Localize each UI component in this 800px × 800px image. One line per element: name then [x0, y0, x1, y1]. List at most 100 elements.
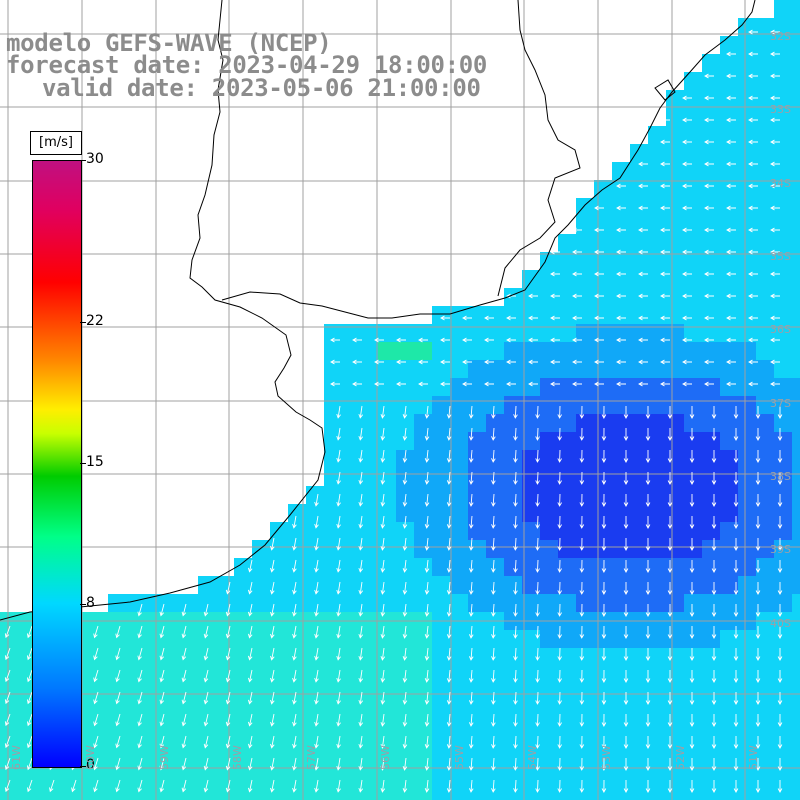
- wind-arrow: [468, 515, 474, 529]
- ocean-cell: [558, 756, 577, 775]
- ocean-cell: [720, 540, 739, 559]
- wind-arrow: [726, 381, 736, 387]
- ocean-cell: [540, 720, 559, 739]
- wind-arrow: [711, 516, 717, 529]
- ocean-cell: [792, 702, 800, 721]
- wind-arrow: [638, 271, 648, 277]
- ocean-cell: [792, 684, 800, 703]
- ocean-cell: [630, 774, 649, 793]
- ocean-cell: [306, 720, 325, 739]
- wind-arrow: [535, 779, 540, 793]
- ocean-cell: [702, 594, 721, 613]
- ocean-cell: [18, 684, 37, 703]
- ocean-cell: [666, 576, 685, 595]
- wind-arrow: [115, 735, 121, 749]
- ocean-cell: [702, 180, 721, 199]
- wind-arrow: [26, 625, 33, 639]
- ocean-cell: [594, 702, 613, 721]
- wind-arrow: [181, 669, 187, 683]
- wind-arrow: [748, 205, 758, 211]
- ocean-cell: [702, 288, 721, 307]
- coastline: [0, 0, 756, 621]
- ocean-cell: [720, 72, 739, 91]
- wind-arrow: [159, 603, 165, 617]
- ocean-cell: [432, 666, 451, 685]
- wind-arrow: [638, 359, 648, 365]
- wind-arrow: [638, 337, 648, 343]
- wind-arrow: [645, 450, 651, 463]
- ocean-cell: [360, 630, 379, 649]
- colorbar-tick-label: 0: [86, 757, 95, 773]
- wind-arrow: [396, 359, 406, 365]
- wind-arrow: [314, 735, 319, 749]
- wind-arrow: [4, 757, 11, 771]
- ocean-cell: [648, 378, 667, 397]
- ocean-cell: [612, 756, 631, 775]
- wind-arrow: [667, 714, 673, 727]
- wind-arrow: [446, 625, 452, 639]
- ocean-cell: [0, 666, 19, 685]
- wind-arrow: [292, 581, 297, 595]
- ocean-cell: [756, 720, 775, 739]
- ocean-cell: [720, 468, 739, 487]
- ocean-cell: [540, 558, 559, 577]
- ocean-cell: [684, 396, 703, 415]
- ocean-cell: [738, 306, 757, 325]
- ocean-cell: [504, 792, 523, 800]
- ocean-cell: [450, 342, 469, 361]
- ocean-cell: [162, 684, 181, 703]
- ocean-cell: [756, 180, 775, 199]
- wind-arrow: [424, 647, 430, 661]
- ocean-cell: [558, 378, 577, 397]
- ocean-cell: [684, 324, 703, 343]
- wind-arrow: [418, 359, 428, 365]
- wind-arrow: [594, 227, 604, 233]
- wind-arrow: [557, 669, 563, 683]
- ocean-cell: [486, 342, 505, 361]
- wind-arrow: [292, 669, 297, 683]
- ocean-cell: [612, 504, 631, 523]
- wind-arrow: [270, 691, 275, 705]
- ocean-cell: [540, 648, 559, 667]
- ocean-cell: [180, 594, 199, 613]
- ocean-cell: [792, 18, 800, 37]
- ocean-cell: [468, 396, 487, 415]
- ocean-cell: [540, 504, 559, 523]
- ocean-cell: [288, 684, 307, 703]
- ocean-cell: [378, 486, 397, 505]
- ocean-cell: [450, 630, 469, 649]
- wind-arrow: [733, 758, 739, 771]
- colorbar-tick-label: 22: [86, 312, 104, 329]
- wind-arrow: [660, 249, 670, 255]
- wind-arrow: [374, 381, 384, 387]
- ocean-cell: [270, 738, 289, 757]
- latitude-label: 35S: [770, 250, 791, 263]
- wind-arrow: [748, 293, 758, 299]
- ocean-cell: [576, 738, 595, 757]
- ocean-cell: [774, 702, 793, 721]
- ocean-cell: [270, 648, 289, 667]
- ocean-cell: [684, 306, 703, 325]
- ocean-cell: [648, 468, 667, 487]
- wind-arrow: [402, 669, 408, 683]
- wind-arrow: [270, 713, 275, 727]
- ocean-cell: [792, 180, 800, 199]
- ocean-cell: [630, 486, 649, 505]
- wind-arrow: [159, 757, 165, 771]
- ocean-cell: [342, 360, 361, 379]
- ocean-cell: [324, 486, 343, 505]
- wind-arrow: [225, 757, 231, 771]
- ocean-cell: [504, 432, 523, 451]
- ocean-cell: [792, 36, 800, 55]
- ocean-cell: [702, 774, 721, 793]
- ocean-cell: [504, 504, 523, 523]
- wind-arrow: [402, 427, 408, 441]
- ocean-cell: [342, 342, 361, 361]
- ocean-cell: [414, 594, 433, 613]
- ocean-cell: [756, 468, 775, 487]
- ocean-cell: [0, 630, 19, 649]
- wind-arrow: [755, 736, 761, 749]
- ocean-cell: [684, 144, 703, 163]
- ocean-cell: [486, 522, 505, 541]
- ocean-cell: [792, 126, 800, 145]
